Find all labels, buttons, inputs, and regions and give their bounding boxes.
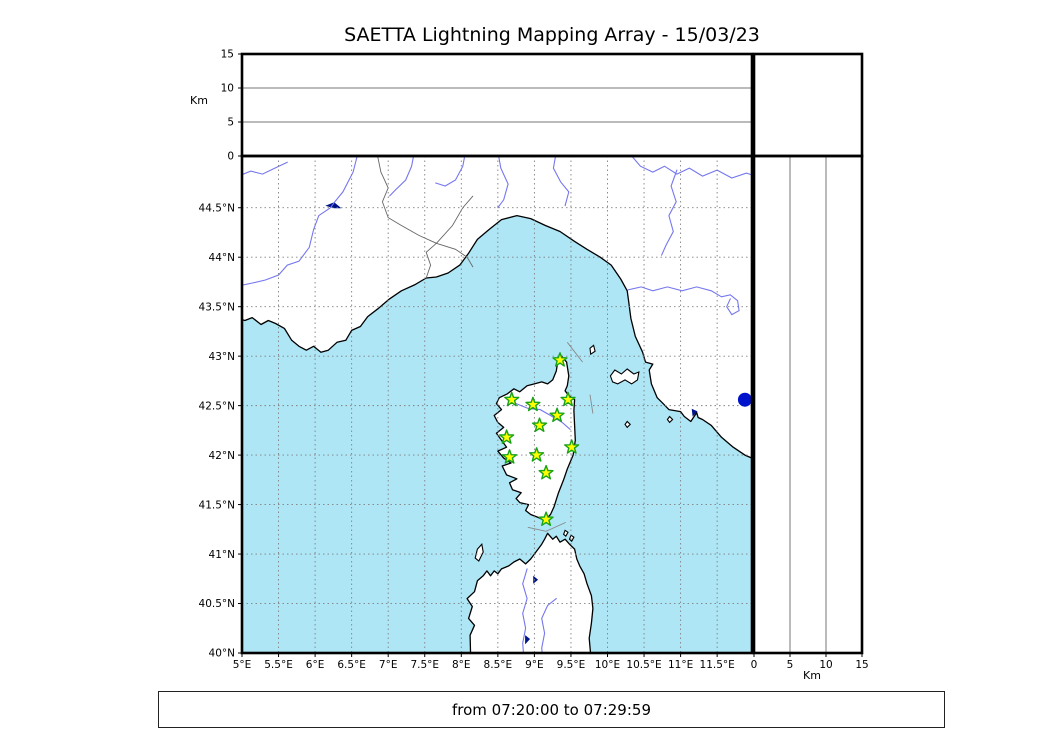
lake: [533, 575, 539, 584]
station-marker: [501, 449, 518, 464]
country-border: [377, 156, 438, 279]
lat-tick-label: 40.5°N: [199, 598, 235, 610]
map-layers: [242, 156, 752, 653]
station-marker: [529, 447, 545, 462]
station-marker: [564, 439, 580, 454]
histogram-panel-bg: [754, 54, 862, 156]
river: [242, 156, 358, 286]
river: [389, 156, 415, 197]
figure-title: SAETTA Lightning Mapping Array - 15/03/2…: [344, 24, 760, 46]
river: [435, 156, 466, 187]
island: [609, 368, 640, 385]
lat-tick-label: 42°N: [209, 450, 235, 462]
lon-tick-label: 11.5°E: [700, 659, 735, 671]
corsica-coast: [493, 354, 576, 522]
lat-tick-label: 41.5°N: [199, 499, 235, 511]
country-border: [436, 195, 474, 244]
lon-tick-label: 6.5°E: [337, 659, 366, 671]
island: [624, 420, 631, 429]
right-panel-bg: [754, 156, 862, 653]
lon-tick-label: 9.5°E: [557, 659, 586, 671]
lat-tick-label: 44°N: [209, 252, 235, 264]
lon-tick-label: 7.5°E: [410, 659, 439, 671]
maritime-line: [527, 521, 566, 532]
lon-tick-label: 8°E: [452, 659, 471, 671]
lon-tick-label: 8.5°E: [484, 659, 513, 671]
river: [630, 156, 752, 179]
km-axis-label-right: Km: [803, 669, 821, 682]
lon-tick-label: 7°E: [379, 659, 398, 671]
blue-dot-marker: [737, 392, 752, 407]
station-marker: [560, 391, 576, 407]
station-marker: [552, 352, 568, 367]
lat-tick-label: 43°N: [209, 351, 235, 363]
lat-tick-label: 43.5°N: [199, 301, 235, 313]
station-marker: [538, 464, 554, 480]
alt-tick-label-left: 15: [221, 49, 234, 61]
lon-tick-label: 5°E: [233, 659, 252, 671]
alt-tick-label-bottom: 5: [787, 659, 794, 671]
lon-tick-label: 10°E: [595, 659, 620, 671]
station-marker: [504, 391, 520, 407]
alt-tick-label-bottom: 0: [751, 659, 758, 671]
station-marker: [499, 429, 515, 444]
maritime-line: [566, 342, 583, 363]
river: [541, 598, 557, 653]
lon-tick-label: 11°E: [668, 659, 693, 671]
island: [562, 529, 569, 538]
country-border: [436, 242, 474, 268]
island: [474, 542, 484, 562]
island: [589, 344, 596, 356]
alt-tick-label-bottom: 15: [855, 659, 868, 671]
mainland-coast: [242, 156, 752, 459]
station-marker: [549, 407, 565, 423]
lake: [325, 202, 342, 209]
station-marker: [525, 396, 541, 412]
sardinia-coast: [466, 532, 594, 653]
river: [515, 403, 571, 430]
lake: [691, 408, 698, 417]
top-panel-bg: [242, 54, 752, 156]
map-frame: [240, 154, 754, 655]
alt-tick-label-left: 5: [227, 117, 234, 129]
km-axis-label-left: Km: [190, 94, 208, 107]
time-range-text: from 07:20:00 to 07:29:59: [451, 700, 651, 719]
lat-tick-label: 42.5°N: [199, 400, 235, 412]
river: [242, 161, 288, 176]
lon-tick-label: 10.5°E: [626, 659, 661, 671]
alt-tick-label-left: 0: [227, 151, 234, 163]
river: [497, 156, 509, 209]
lat-tick-label: 40°N: [209, 648, 235, 660]
lat-tick-label: 44.5°N: [199, 202, 235, 214]
alt-tick-label-left: 10: [221, 83, 234, 95]
lake: [525, 635, 531, 645]
lon-tick-label: 9°E: [525, 659, 544, 671]
histogram-panel-frame: [752, 52, 864, 158]
maritime-line: [589, 394, 594, 414]
alt-tick-label-bottom: 10: [819, 659, 832, 671]
station-marker: [531, 417, 548, 432]
river: [661, 169, 678, 256]
river: [627, 286, 740, 316]
station-marker: [538, 511, 554, 526]
river: [522, 568, 528, 653]
river: [552, 156, 570, 207]
time-range-bar: from 07:20:00 to 07:29:59: [158, 691, 945, 728]
island: [666, 415, 674, 424]
lon-tick-label: 6°E: [306, 659, 325, 671]
lat-tick-label: 41°N: [209, 549, 235, 561]
lon-tick-label: 5.5°E: [264, 659, 293, 671]
